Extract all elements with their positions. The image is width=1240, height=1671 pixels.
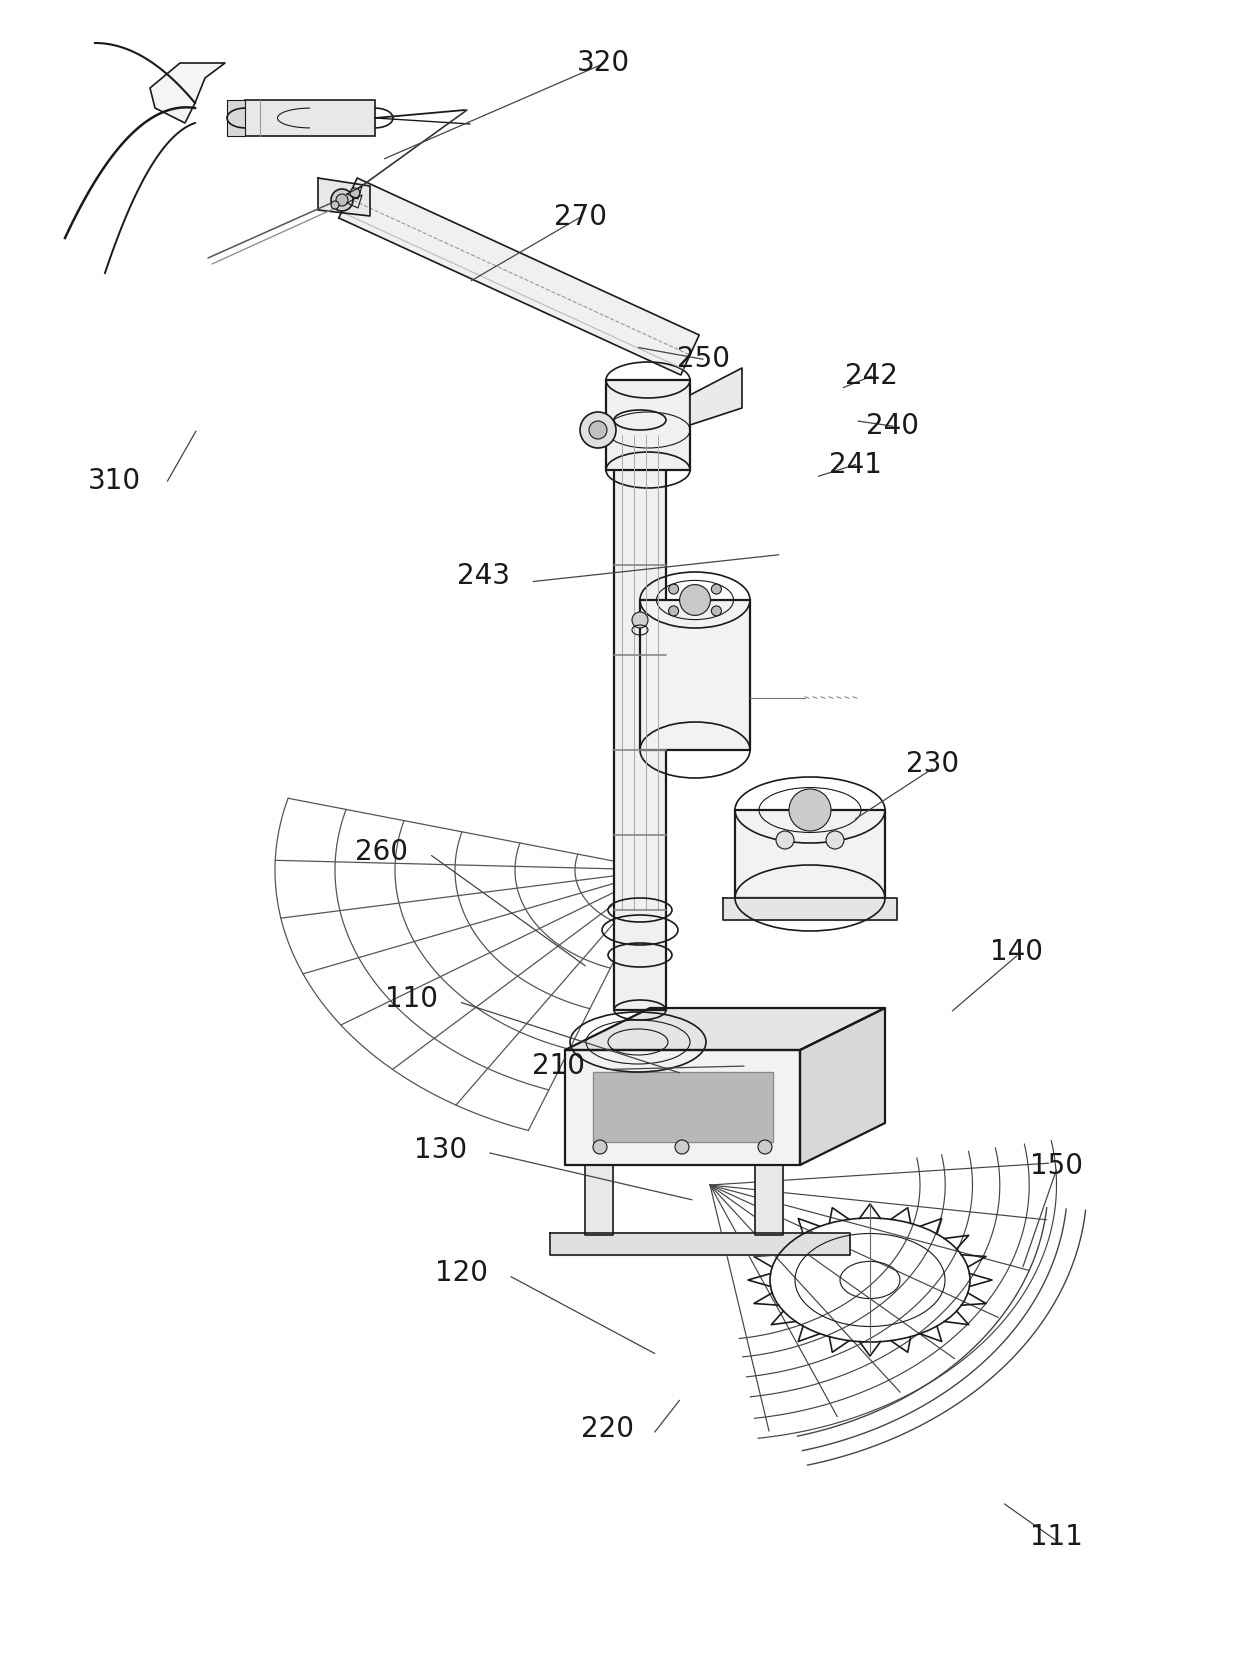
Text: 230: 230 (906, 750, 959, 777)
Circle shape (712, 585, 722, 595)
Circle shape (789, 789, 831, 830)
Text: 110: 110 (386, 986, 438, 1013)
Circle shape (580, 413, 616, 448)
Polygon shape (339, 179, 699, 374)
Bar (640, 600, 750, 750)
Text: 210: 210 (532, 1053, 584, 1079)
Polygon shape (565, 1049, 800, 1165)
Text: 270: 270 (554, 204, 606, 231)
Text: 320: 320 (578, 50, 630, 77)
Polygon shape (723, 897, 897, 921)
Text: 243: 243 (458, 563, 510, 590)
Circle shape (668, 585, 678, 595)
Circle shape (331, 201, 339, 209)
Text: 250: 250 (677, 346, 729, 373)
Circle shape (675, 1140, 689, 1155)
Bar (606, 379, 689, 470)
Circle shape (336, 194, 348, 206)
Polygon shape (317, 179, 370, 216)
Circle shape (331, 189, 353, 211)
Circle shape (776, 830, 794, 849)
Polygon shape (565, 1008, 885, 1049)
Text: 240: 240 (867, 413, 919, 439)
Circle shape (758, 1140, 773, 1155)
Polygon shape (755, 1165, 782, 1235)
Circle shape (668, 607, 678, 617)
Circle shape (350, 189, 360, 197)
Bar (246, 100, 374, 135)
Polygon shape (551, 1233, 849, 1255)
Circle shape (680, 585, 711, 615)
Text: 140: 140 (991, 939, 1043, 966)
Text: 220: 220 (582, 1415, 634, 1442)
Bar (614, 419, 666, 1009)
Text: 310: 310 (88, 468, 140, 495)
Polygon shape (689, 368, 742, 424)
Text: 130: 130 (414, 1136, 466, 1163)
Text: 120: 120 (435, 1260, 487, 1287)
Bar (735, 810, 885, 897)
Text: 150: 150 (1030, 1153, 1083, 1180)
Text: 111: 111 (1030, 1524, 1083, 1551)
Circle shape (826, 830, 844, 849)
Circle shape (632, 612, 649, 628)
Text: 241: 241 (830, 451, 882, 478)
Polygon shape (585, 1165, 613, 1235)
Circle shape (589, 421, 608, 439)
Polygon shape (800, 1008, 885, 1165)
Text: 242: 242 (846, 363, 898, 389)
Circle shape (593, 1140, 608, 1155)
Text: 260: 260 (356, 839, 408, 866)
Polygon shape (593, 1073, 773, 1141)
Bar (227, 100, 246, 135)
Polygon shape (150, 63, 224, 124)
Circle shape (712, 607, 722, 617)
